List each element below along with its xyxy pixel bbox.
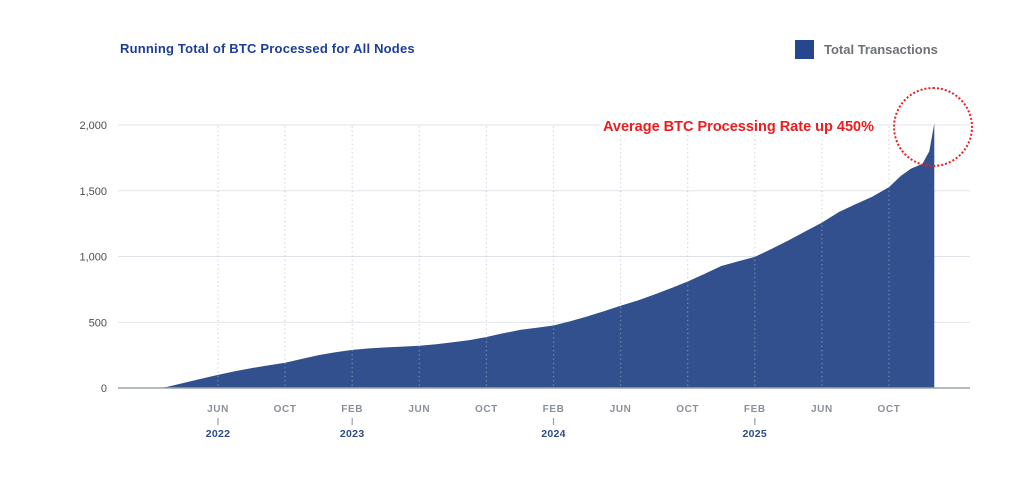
legend-label: Total Transactions (824, 42, 938, 57)
x-tick-month: FEB (744, 404, 766, 415)
legend: Total Transactions (795, 40, 938, 59)
x-tick-year: 2024 (541, 428, 566, 440)
x-tick-year: 2023 (340, 428, 365, 440)
x-tick-year: 2025 (743, 428, 768, 440)
y-axis-label: 1,000 (79, 252, 107, 264)
x-tick-month: OCT (676, 404, 699, 415)
peak-highlight-circle (893, 87, 973, 167)
x-tick-month: JUN (207, 404, 229, 415)
x-tick-month: OCT (475, 404, 498, 415)
y-axis-label: 1,500 (79, 186, 107, 198)
annotation-text: Average BTC Processing Rate up 450% (599, 119, 877, 135)
x-tick-month: OCT (274, 404, 297, 415)
x-tick-year: 2022 (206, 428, 231, 440)
x-tick-month: JUN (811, 404, 833, 415)
x-tick-month: FEB (341, 404, 363, 415)
x-tick-month: OCT (878, 404, 901, 415)
y-axis-label: 500 (89, 317, 107, 329)
x-tick-month: JUN (408, 404, 430, 415)
chart-title: Running Total of BTC Processed for All N… (120, 41, 415, 56)
legend-swatch (795, 40, 814, 59)
x-tick-month: FEB (543, 404, 565, 415)
y-axis-label: 0 (101, 383, 107, 395)
y-axis-label: 2,000 (79, 120, 107, 132)
area-series-total-transactions (159, 123, 935, 389)
x-tick-month: JUN (610, 404, 632, 415)
